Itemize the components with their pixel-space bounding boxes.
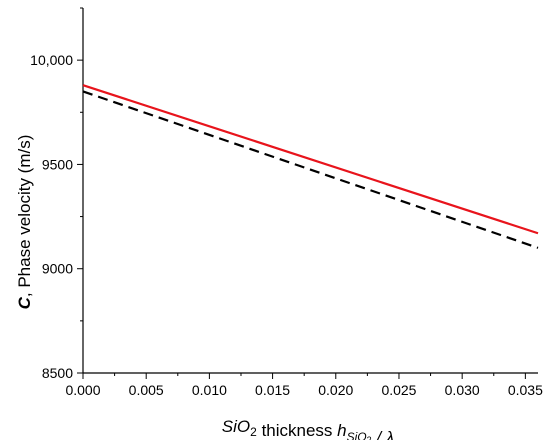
y-tick-label: 10,000 (30, 52, 73, 68)
x-tick-label: 0.005 (129, 382, 164, 398)
x-tick-label: 0.030 (445, 382, 480, 398)
plot-layer: 0.000 0.005 0.010 0.015 0.020 0.025 0.030 0.035… (30, 7, 543, 398)
series-line-solid-red (82, 84, 539, 235)
y-tick-label: 8500 (42, 365, 73, 381)
x-tick-label: 0.025 (381, 382, 416, 398)
y-tick-label: 9500 (42, 156, 73, 172)
x-tick-label: 0.000 (65, 382, 100, 398)
x-tick-label: 0.010 (192, 382, 227, 398)
x-axis-title: SiO2 thickness hSiO2 / λ (222, 417, 394, 440)
x-tick-label: 0.015 (255, 382, 290, 398)
x-tick-label: 0.035 (508, 382, 543, 398)
y-axis-title: C, Phase velocity (m/s) (15, 135, 34, 310)
y-tick-label: 9000 (42, 261, 73, 277)
x-tick-label: 0.020 (318, 382, 353, 398)
series-line-dashed-black (82, 90, 539, 249)
